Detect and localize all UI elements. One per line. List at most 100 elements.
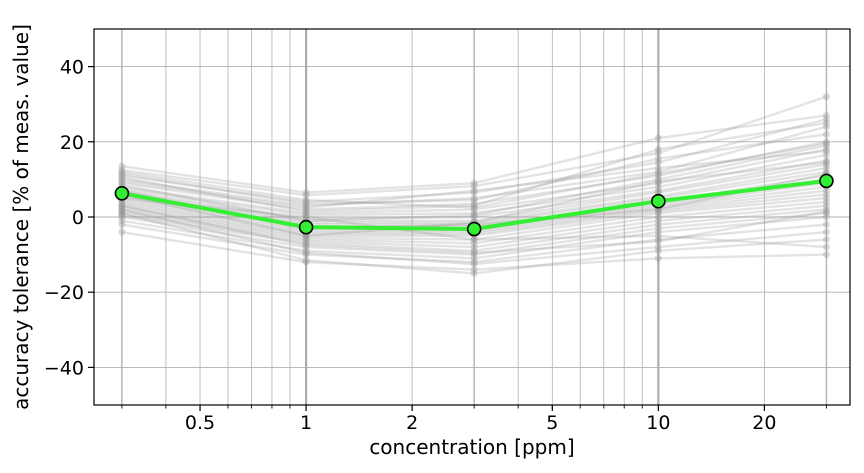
grid [94, 29, 850, 405]
sample-line [121, 204, 827, 254]
sample-series [118, 147, 830, 212]
sample-point [822, 168, 830, 176]
sample-point [822, 202, 830, 210]
sample-point [470, 236, 478, 244]
sample-point [118, 221, 126, 229]
sample-point [302, 251, 310, 259]
x-tick-label: 1 [300, 412, 312, 434]
x-tick-label: 2 [406, 412, 418, 434]
sample-point [822, 93, 830, 101]
sample-point [118, 204, 126, 212]
sample-point [470, 189, 478, 197]
sample-point [302, 205, 310, 213]
sample-point [470, 258, 478, 266]
sample-line [121, 118, 827, 204]
sample-point [822, 115, 830, 123]
x-tick-label: 0.5 [185, 412, 215, 434]
sample-point [822, 228, 830, 236]
sample-point [654, 134, 662, 142]
sample-point [654, 247, 662, 255]
sample-point [822, 142, 830, 150]
y-tick-label: 40 [60, 57, 84, 79]
sample-series [118, 93, 830, 199]
sample-point [654, 183, 662, 191]
sample-point [654, 158, 662, 166]
sample-line [121, 142, 827, 209]
sample-series [118, 209, 830, 259]
sample-point [118, 213, 126, 221]
sample-line [121, 212, 827, 256]
sample-point [470, 205, 478, 213]
sample-point [302, 209, 310, 217]
sample-point [302, 249, 310, 257]
mean-series [114, 173, 834, 237]
sample-point [654, 224, 662, 232]
sample-line [121, 197, 827, 241]
y-tick-label: −20 [44, 282, 84, 304]
sample-line [121, 114, 827, 194]
sample-line [121, 144, 827, 222]
x-axis-label: concentration [ppm] [369, 435, 574, 459]
sample-point [654, 179, 662, 187]
sample-point [118, 168, 126, 176]
sample-point [302, 191, 310, 199]
sample-point [118, 202, 126, 210]
sample-point [654, 175, 662, 183]
sample-point [470, 194, 478, 202]
sample-point [118, 228, 126, 236]
sample-series [118, 142, 830, 225]
sample-line [121, 159, 827, 221]
sample-line [121, 150, 827, 209]
sample-point [302, 256, 310, 264]
sample-point [470, 243, 478, 251]
sample-point [470, 187, 478, 195]
sample-point [470, 254, 478, 262]
sample-series [118, 209, 830, 277]
sample-point [654, 207, 662, 215]
sample-line [121, 208, 827, 266]
sample-point [654, 232, 662, 240]
sample-point [654, 145, 662, 153]
sample-point [302, 258, 310, 266]
sample-series [118, 119, 830, 215]
sample-point [118, 179, 126, 187]
sample-series [118, 130, 830, 208]
sample-point [302, 213, 310, 221]
sample-point [118, 162, 126, 170]
sample-point [470, 239, 478, 247]
sample-line [121, 125, 827, 207]
sample-point [654, 164, 662, 172]
sample-series [118, 228, 830, 274]
sample-point [470, 179, 478, 187]
sample-line [121, 204, 827, 249]
sample-point [302, 204, 310, 212]
sample-series [118, 198, 830, 247]
sample-point [822, 164, 830, 172]
sample-line [121, 230, 827, 271]
sample-point [822, 221, 830, 229]
mean-point [466, 221, 482, 237]
sample-point [302, 211, 310, 219]
sample-series [118, 115, 830, 206]
sample-series [118, 111, 830, 197]
sample-point [654, 155, 662, 163]
sample-point [470, 260, 478, 268]
sample-series [118, 145, 830, 217]
sample-point [118, 170, 126, 178]
sample-point [118, 200, 126, 208]
sample-series [118, 213, 830, 262]
sample-point [822, 194, 830, 202]
sample-point [654, 236, 662, 244]
sample-series [118, 205, 830, 268]
sample-point [302, 239, 310, 247]
sample-point [654, 213, 662, 221]
sample-point [118, 211, 126, 219]
sample-point [654, 209, 662, 217]
sample-point [470, 209, 478, 217]
y-tick-label: −40 [44, 357, 84, 379]
sample-point [302, 247, 310, 255]
sample-point [470, 211, 478, 219]
sample-point [654, 228, 662, 236]
sample-point [118, 207, 126, 215]
